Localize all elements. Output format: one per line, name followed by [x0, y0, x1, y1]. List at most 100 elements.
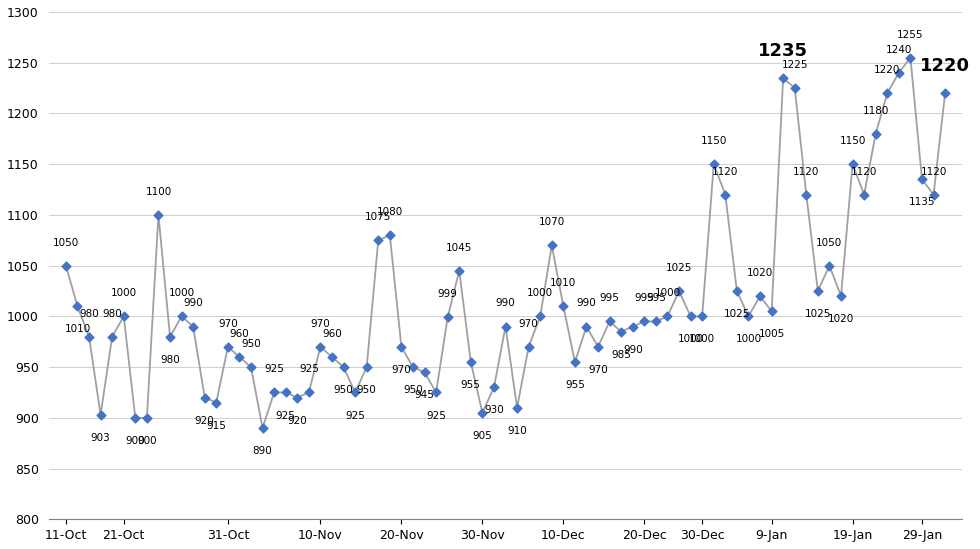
- Text: 1150: 1150: [840, 136, 865, 146]
- Text: 925: 925: [426, 411, 446, 421]
- Text: 1225: 1225: [781, 60, 808, 70]
- Point: [498, 322, 514, 331]
- Text: 1005: 1005: [759, 329, 785, 339]
- Text: 1000: 1000: [527, 288, 554, 298]
- Point: [255, 424, 270, 433]
- Text: 1000: 1000: [689, 334, 715, 344]
- Text: 1025: 1025: [665, 263, 692, 273]
- Point: [520, 343, 536, 351]
- Text: 950: 950: [357, 385, 376, 395]
- Text: 900: 900: [137, 436, 157, 446]
- Text: 1120: 1120: [712, 166, 739, 177]
- Text: 900: 900: [125, 436, 145, 446]
- Text: 925: 925: [299, 365, 318, 374]
- Point: [926, 190, 942, 199]
- Text: 1000: 1000: [655, 288, 680, 298]
- Point: [197, 393, 213, 402]
- Point: [590, 343, 606, 351]
- Point: [578, 322, 594, 331]
- Point: [636, 317, 652, 326]
- Point: [289, 393, 305, 402]
- Text: 955: 955: [565, 380, 585, 390]
- Point: [695, 312, 710, 321]
- Point: [753, 292, 768, 300]
- Text: 1010: 1010: [65, 324, 90, 334]
- Point: [440, 313, 456, 322]
- Text: 1050: 1050: [816, 238, 843, 248]
- Point: [58, 261, 74, 270]
- Point: [267, 388, 282, 397]
- Point: [474, 408, 490, 417]
- Point: [706, 160, 721, 169]
- Text: 925: 925: [345, 411, 366, 421]
- Point: [567, 357, 583, 366]
- Text: 925: 925: [265, 365, 284, 374]
- Point: [556, 302, 571, 311]
- Point: [209, 398, 224, 407]
- Text: 1220: 1220: [920, 57, 970, 75]
- Text: 990: 990: [496, 299, 515, 309]
- Text: 970: 970: [588, 365, 608, 375]
- Text: 920: 920: [195, 416, 215, 425]
- Point: [683, 312, 699, 321]
- Text: 1020: 1020: [747, 268, 773, 278]
- Point: [428, 388, 444, 397]
- Text: 1020: 1020: [828, 314, 855, 324]
- Text: 980: 980: [160, 355, 180, 365]
- Text: 1010: 1010: [550, 278, 576, 288]
- Point: [833, 292, 849, 300]
- Point: [821, 261, 837, 270]
- Text: 950: 950: [403, 385, 422, 395]
- Text: 960: 960: [322, 329, 342, 339]
- Text: 990: 990: [183, 299, 203, 309]
- Point: [278, 388, 294, 397]
- Text: 920: 920: [287, 416, 307, 425]
- Text: 1025: 1025: [805, 309, 831, 319]
- Text: 903: 903: [91, 433, 111, 443]
- Text: 999: 999: [438, 289, 458, 299]
- Text: 1180: 1180: [862, 105, 889, 116]
- Point: [405, 363, 420, 372]
- Text: 1120: 1120: [793, 166, 819, 177]
- Point: [660, 312, 675, 321]
- Text: 970: 970: [311, 319, 330, 329]
- Point: [151, 210, 167, 219]
- Text: 1000: 1000: [169, 288, 195, 298]
- Text: 1255: 1255: [897, 30, 924, 40]
- Point: [382, 231, 398, 239]
- Text: 915: 915: [207, 421, 226, 430]
- Point: [868, 130, 884, 138]
- Point: [185, 322, 201, 331]
- Text: 945: 945: [415, 390, 434, 400]
- Text: 1135: 1135: [908, 198, 935, 208]
- Text: 1120: 1120: [851, 166, 877, 177]
- Point: [510, 404, 525, 412]
- Point: [891, 69, 907, 77]
- Text: 1150: 1150: [701, 136, 727, 146]
- Text: 990: 990: [623, 345, 643, 355]
- Point: [231, 352, 247, 361]
- Text: 995: 995: [646, 293, 665, 304]
- Text: 1045: 1045: [446, 243, 472, 253]
- Point: [139, 413, 155, 422]
- Point: [301, 388, 317, 397]
- Point: [879, 89, 895, 98]
- Point: [243, 363, 259, 372]
- Text: 1000: 1000: [677, 334, 704, 344]
- Point: [729, 287, 745, 295]
- Point: [613, 327, 629, 336]
- Point: [914, 175, 930, 184]
- Point: [116, 312, 131, 321]
- Text: 990: 990: [576, 299, 597, 309]
- Text: 1120: 1120: [920, 166, 947, 177]
- Point: [452, 266, 467, 275]
- Text: 1000: 1000: [735, 334, 761, 344]
- Point: [544, 241, 560, 250]
- Text: 1070: 1070: [539, 217, 564, 227]
- Text: 995: 995: [634, 293, 655, 304]
- Point: [463, 357, 478, 366]
- Text: 995: 995: [600, 293, 619, 304]
- Text: 955: 955: [461, 380, 481, 390]
- Text: 980: 980: [79, 309, 99, 318]
- Point: [93, 411, 109, 419]
